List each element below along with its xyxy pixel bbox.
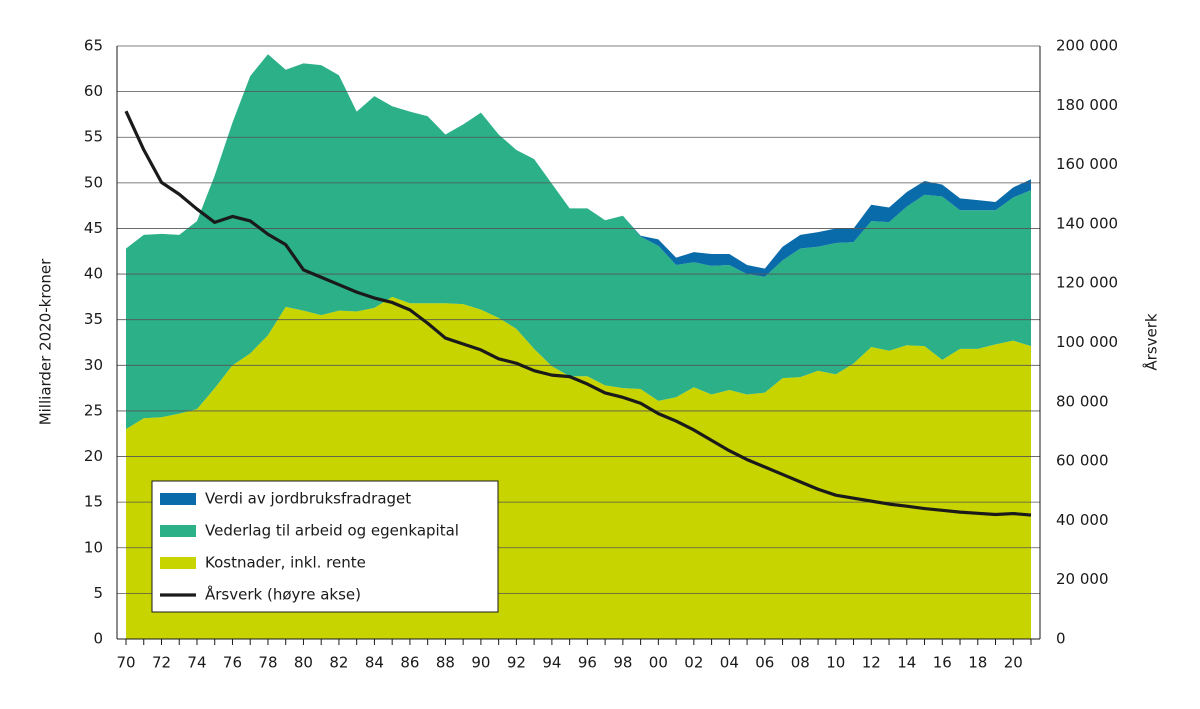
x-tick-label: 02 xyxy=(684,654,703,672)
y-tick-label: 0 xyxy=(93,630,103,648)
area xyxy=(126,54,1031,430)
y2-tick-label: 200 000 xyxy=(1056,37,1118,55)
y-tick-label: 45 xyxy=(84,219,103,237)
x-tick-label: 14 xyxy=(897,654,916,672)
y2-axis-title: Årsverk xyxy=(1142,313,1161,371)
y2-tick-label: 160 000 xyxy=(1056,155,1118,173)
legend-label: Verdi av jordbruksfradraget xyxy=(205,490,411,508)
x-tick-label: 80 xyxy=(294,654,313,672)
y2-tick-label: 40 000 xyxy=(1056,511,1109,529)
y-tick-label: 10 xyxy=(84,538,103,556)
y-tick-label: 65 xyxy=(84,37,103,55)
legend-label: Årsverk (høyre akse) xyxy=(205,585,361,604)
x-tick-label: 98 xyxy=(613,654,632,672)
y-tick-label: 25 xyxy=(84,401,103,419)
y-tick-label: 50 xyxy=(84,173,103,191)
x-tick-label: 18 xyxy=(968,654,987,672)
x-tick-label: 96 xyxy=(578,654,597,672)
y-tick-label: 35 xyxy=(84,310,103,328)
x-tick-label: 20 xyxy=(1004,654,1023,672)
y2-tick-label: 60 000 xyxy=(1056,452,1109,470)
line xyxy=(124,110,1032,517)
x-tick-label: 12 xyxy=(862,654,881,672)
x-tick-label: 16 xyxy=(933,654,952,672)
x-tick-label: 76 xyxy=(223,654,242,672)
legend-label: Kostnader, inkl. rente xyxy=(205,554,366,572)
x-tick-label: 10 xyxy=(826,654,845,672)
y2-tick-label: 140 000 xyxy=(1056,214,1118,232)
y-tick-label: 40 xyxy=(84,265,103,283)
x-tick-label: 94 xyxy=(542,654,561,672)
y2-tick-label: 120 000 xyxy=(1056,274,1118,292)
x-tick-label: 74 xyxy=(187,654,206,672)
legend-label: Vederlag til arbeid og egenkapital xyxy=(205,522,459,540)
legend-swatch xyxy=(160,493,196,505)
x-tick-label: 00 xyxy=(649,654,668,672)
y2-tick-label: 80 000 xyxy=(1056,392,1109,410)
x-tick-label: 92 xyxy=(507,654,526,672)
legend-swatch xyxy=(160,557,196,569)
x-tick-label: 90 xyxy=(471,654,490,672)
x-tick-label: 70 xyxy=(116,654,135,672)
y-tick-label: 5 xyxy=(93,584,103,602)
x-tick-label: 78 xyxy=(258,654,277,672)
x-tick-label: 72 xyxy=(152,654,171,672)
y-axis-title: Milliarder 2020-kroner xyxy=(37,258,55,425)
y2-tick-label: 180 000 xyxy=(1056,96,1118,114)
y2-tick-label: 20 000 xyxy=(1056,570,1109,588)
y-tick-label: 60 xyxy=(84,82,103,100)
y-tick-label: 15 xyxy=(84,493,103,511)
legend-swatch xyxy=(160,525,196,537)
x-tick-label: 04 xyxy=(720,654,739,672)
y-tick-label: 55 xyxy=(84,128,103,146)
y-tick-label: 30 xyxy=(84,356,103,374)
x-tick-label: 08 xyxy=(791,654,810,672)
y2-tick-label: 0 xyxy=(1056,630,1066,648)
x-tick-label: 86 xyxy=(400,654,419,672)
x-tick-label: 06 xyxy=(755,654,774,672)
x-tick-label: 88 xyxy=(436,654,455,672)
y-tick-label: 20 xyxy=(84,447,103,465)
legend-box xyxy=(151,480,499,613)
x-tick-label: 82 xyxy=(329,654,348,672)
y2-tick-label: 100 000 xyxy=(1056,333,1118,351)
x-tick-label: 84 xyxy=(365,654,384,672)
